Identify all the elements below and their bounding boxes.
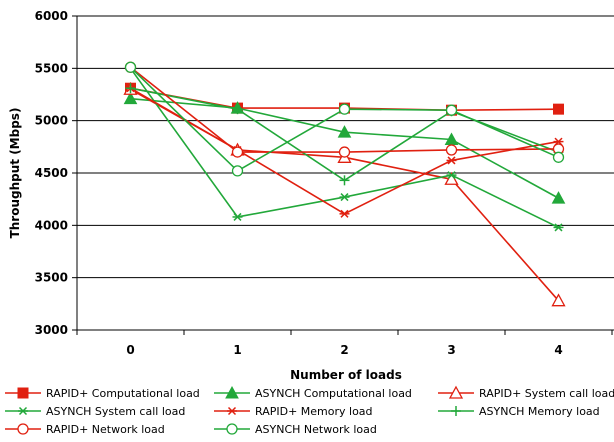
legend-marker — [225, 385, 239, 399]
legend-label: ASYNCH Computational load — [255, 387, 412, 400]
legend-marker — [448, 385, 464, 399]
legend-item: RAPID+ Network load — [5, 423, 165, 436]
legend-item: ASYNCH Computational load — [214, 385, 412, 400]
data-point — [339, 175, 350, 186]
y-axis-title: Throughput (Mbps) — [8, 108, 22, 239]
legend-item: RAPID+ Computational load — [5, 387, 200, 400]
legend-marker — [17, 387, 29, 399]
legend-item: RAPID+ Memory load — [214, 405, 373, 418]
legend-marker — [17, 423, 29, 435]
series-layer — [123, 61, 566, 307]
x-tick-label: 0 — [126, 343, 134, 357]
legend-item: ASYNCH System call load — [5, 405, 185, 418]
legend-label: RAPID+ Network load — [46, 423, 165, 436]
data-point — [231, 165, 244, 177]
data-point — [553, 223, 564, 232]
legend-label: ASYNCH System call load — [46, 405, 185, 418]
x-tick-label: 1 — [233, 343, 241, 357]
series-2 — [123, 91, 566, 204]
grid — [77, 15, 614, 331]
x-axis-title: Number of loads — [290, 368, 402, 382]
y-tick-label: 3000 — [35, 323, 68, 337]
data-point — [446, 156, 457, 165]
y-tick-label: 4000 — [35, 218, 68, 232]
series-3 — [123, 81, 566, 307]
data-point — [232, 104, 243, 115]
data-point — [445, 144, 458, 156]
data-point — [552, 151, 565, 163]
legend-marker — [451, 406, 461, 416]
y-tick-label: 6000 — [35, 9, 68, 23]
data-point — [445, 104, 458, 116]
data-point — [123, 91, 138, 105]
data-point — [338, 146, 351, 158]
y-tick-label: 5500 — [35, 61, 68, 75]
data-point — [124, 61, 137, 73]
data-point — [232, 212, 243, 221]
legend-item: ASYNCH Network load — [214, 423, 377, 436]
data-point — [551, 293, 566, 307]
legend-item: RAPID+ System call load — [438, 385, 614, 400]
y-tick-label: 3500 — [35, 271, 68, 285]
legend-label: RAPID+ Computational load — [46, 387, 200, 400]
legend-marker — [227, 406, 237, 416]
y-tick-label: 5000 — [35, 114, 68, 128]
legend-label: ASYNCH Network load — [255, 423, 377, 436]
data-point — [338, 103, 351, 115]
data-point — [339, 209, 350, 218]
series-8 — [124, 61, 565, 177]
legend-marker — [226, 423, 238, 435]
data-point — [446, 171, 457, 180]
data-point — [231, 146, 244, 158]
legend-item: ASYNCH Memory load — [438, 405, 600, 418]
y-tick-label: 4500 — [35, 166, 68, 180]
x-tick-label: 4 — [554, 343, 562, 357]
x-tick-label: 2 — [340, 343, 348, 357]
legend-label: RAPID+ Memory load — [255, 405, 373, 418]
data-point — [339, 193, 350, 202]
data-point — [553, 103, 564, 115]
legend-label: ASYNCH Memory load — [479, 405, 600, 418]
x-tick-label: 3 — [447, 343, 455, 357]
legend: RAPID+ Computational load ASYNCH Computat… — [5, 385, 614, 436]
data-point — [337, 125, 352, 138]
axes — [72, 15, 614, 335]
data-point — [125, 83, 136, 94]
tick-labels: 3000 3500 4000 4500 5000 5500 6000 0 1 2 3 4 — [35, 9, 563, 357]
legend-label: RAPID+ System call load — [479, 387, 614, 400]
data-point — [551, 191, 566, 204]
legend-marker — [18, 406, 28, 416]
